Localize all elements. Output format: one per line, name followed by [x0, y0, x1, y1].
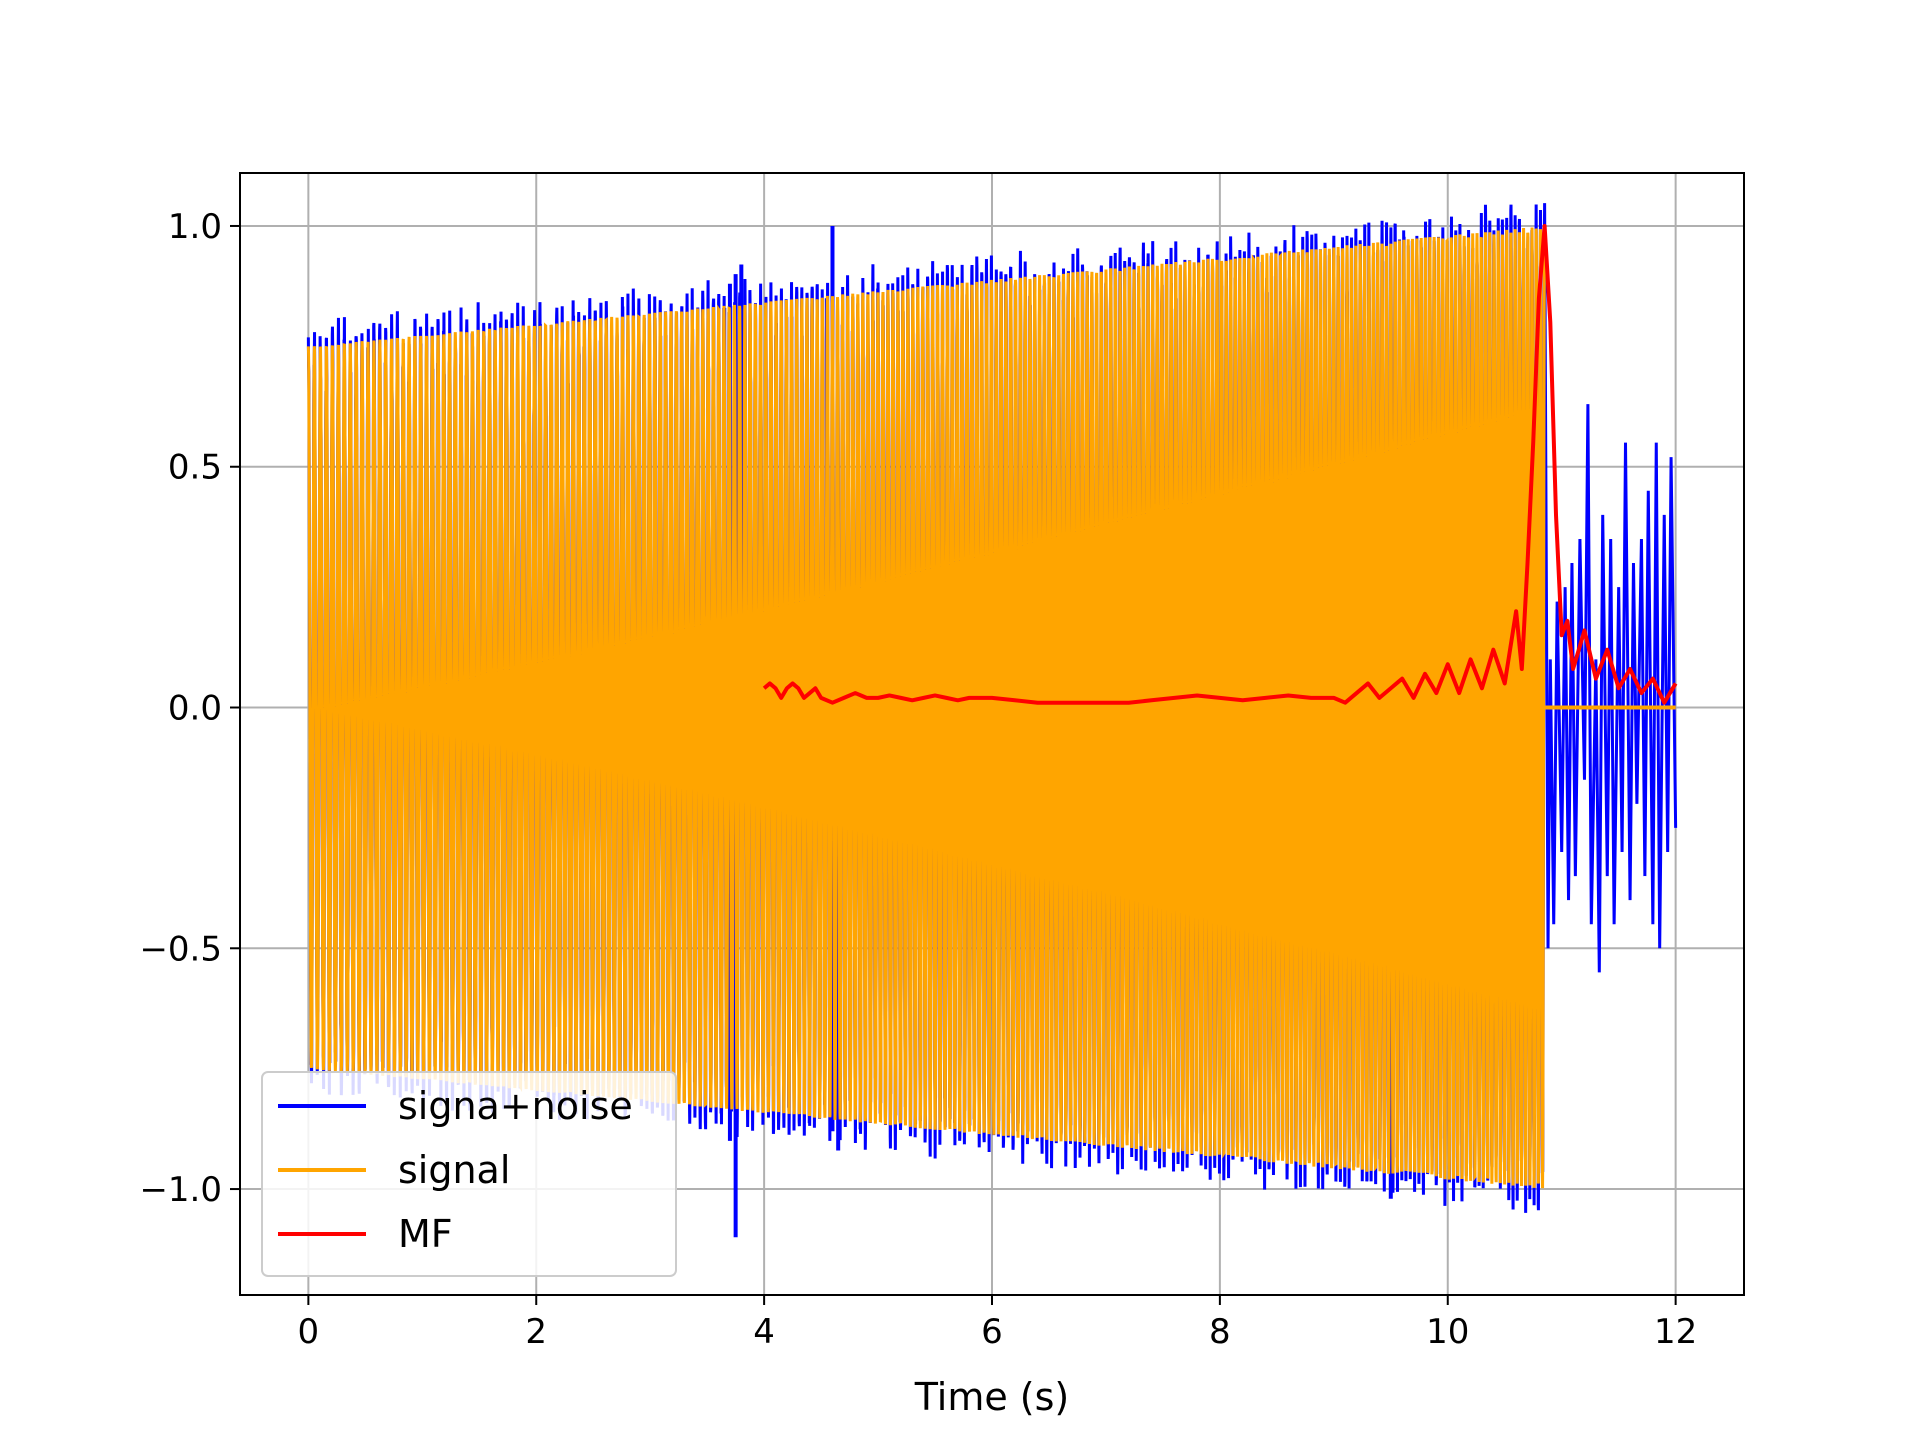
legend-box [261, 1071, 677, 1277]
mf-line [762, 223, 1678, 705]
y-tick-label: 0.5 [168, 448, 222, 488]
legend: signa+noise signal MF [261, 1071, 677, 1277]
series-signal [306, 225, 1676, 1189]
legend-label-signa-noise: signa+noise [398, 1084, 633, 1128]
x-axis: 0 2 4 6 8 10 12 [298, 1295, 1697, 1352]
x-tick-label: 10 [1426, 1312, 1469, 1352]
x-tick-label: 2 [525, 1312, 547, 1352]
x-axis-label: Time (s) [914, 1375, 1070, 1419]
y-tick-label: 0.0 [168, 689, 222, 729]
x-tick-label: 12 [1654, 1312, 1697, 1352]
x-tick-label: 6 [981, 1312, 1003, 1352]
x-tick-label: 8 [1209, 1312, 1231, 1352]
legend-label-signal: signal [398, 1148, 510, 1192]
legend-label-mf: MF [398, 1212, 453, 1256]
y-tick-label: −0.5 [139, 929, 222, 969]
x-tick-label: 4 [753, 1312, 775, 1352]
plot-area [306, 203, 1678, 1238]
y-tick-label: 1.0 [168, 207, 222, 247]
x-tick-label: 0 [298, 1312, 320, 1352]
y-tick-label: −1.0 [139, 1170, 222, 1210]
y-axis: −1.0 −0.5 0.0 0.5 1.0 [139, 207, 240, 1210]
signal-line [306, 225, 1547, 1189]
series-mf [762, 223, 1678, 705]
